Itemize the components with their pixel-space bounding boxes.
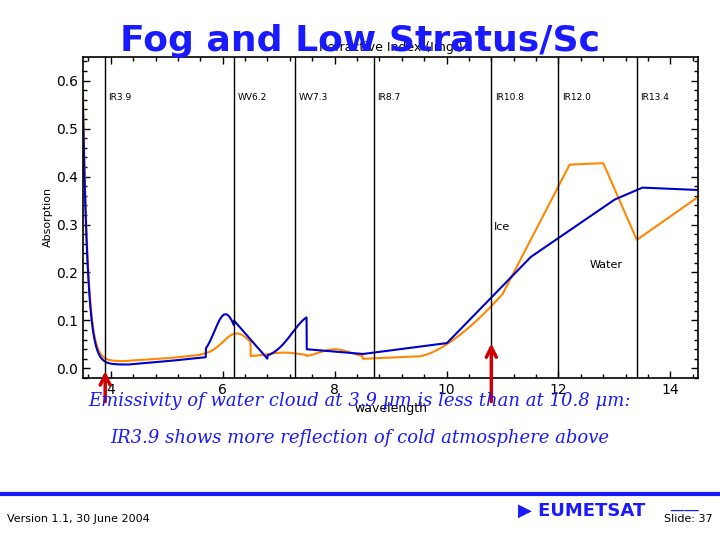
Text: IR3.9 shows more reflection of cold atmosphere above: IR3.9 shows more reflection of cold atmo… [110,429,610,447]
Text: Water: Water [589,260,622,271]
Text: IR13.4: IR13.4 [640,93,669,102]
Text: Slide: 37: Slide: 37 [664,515,713,524]
Text: Fog and Low Stratus/Sc: Fog and Low Stratus/Sc [120,24,600,58]
Text: ——: —— [670,503,700,518]
Text: IR3.9: IR3.9 [109,93,132,102]
Text: IR10.8: IR10.8 [495,93,523,102]
Text: Version 1.1, 30 June 2004: Version 1.1, 30 June 2004 [7,515,150,524]
Text: WV6.2: WV6.2 [238,93,266,102]
Y-axis label: Absorption: Absorption [43,187,53,247]
Text: Emissivity of water cloud at 3.9 μm is less than at 10.8 μm:: Emissivity of water cloud at 3.9 μm is l… [89,392,631,409]
Text: WV7.3: WV7.3 [299,93,328,102]
Text: Ice: Ice [494,222,510,232]
Title: Refractive Index (Img.): Refractive Index (Img.) [319,41,462,54]
Text: IR12.0: IR12.0 [562,93,590,102]
X-axis label: wavelength: wavelength [354,402,427,415]
Text: IR8.7: IR8.7 [377,93,400,102]
Text: ▶ EUMETSAT: ▶ EUMETSAT [518,501,646,519]
